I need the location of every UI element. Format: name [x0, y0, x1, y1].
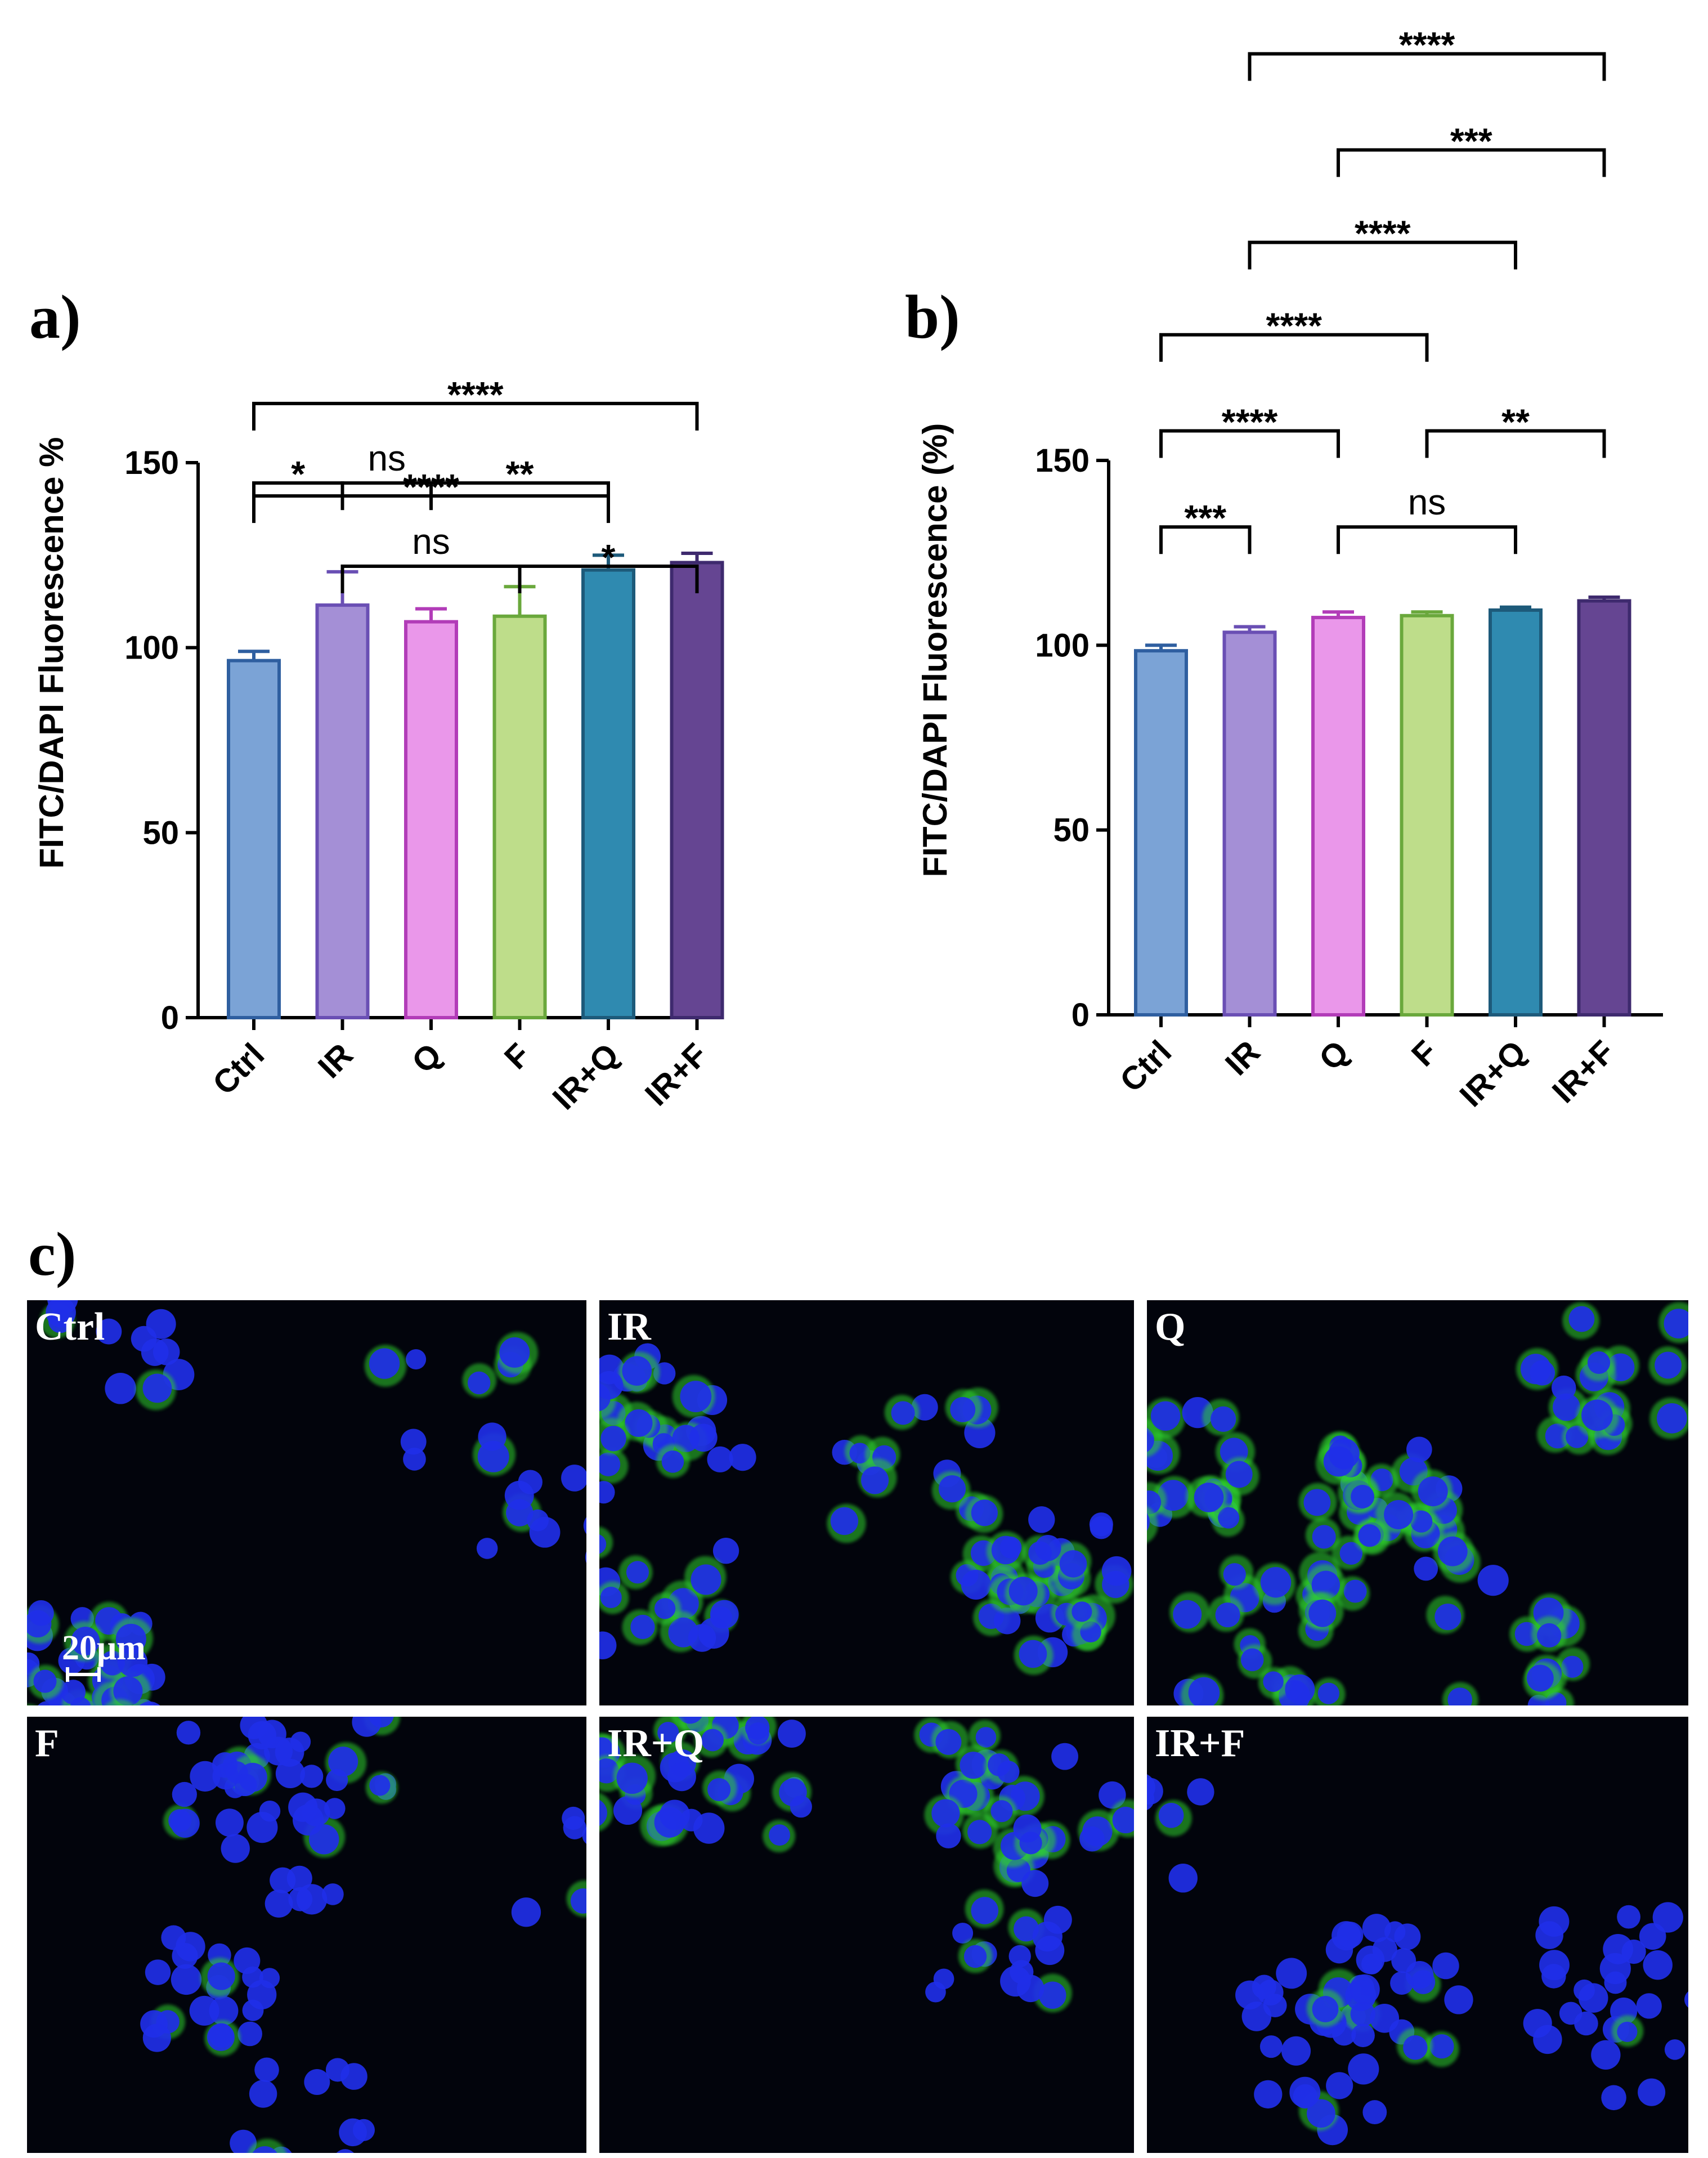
cell-cluster [599, 1343, 1133, 1675]
significance-bracket [518, 565, 699, 594]
x-tick-label: F [1405, 1033, 1445, 1073]
cell-cluster [140, 1717, 586, 2153]
significance-bracket [1159, 333, 1429, 362]
chart-b-bars [1134, 595, 1631, 1017]
scale-bar: 20μm [62, 1629, 146, 1682]
micrograph-label: F [35, 1722, 59, 1765]
micrograph-F: F [27, 1717, 586, 2153]
chart-a-ylabel: FITC/DAPI Fluorescence % [33, 437, 70, 869]
micrograph-grid: Ctrl 20μm IR Q F IR+Q IR+F [27, 1300, 1688, 2153]
x-tick-label: Q [1312, 1033, 1356, 1077]
significance-label: *** [1184, 498, 1226, 538]
x-tick-label: Ctrl [206, 1036, 272, 1102]
bar-F [1400, 614, 1454, 1017]
significance-bracket [252, 401, 699, 431]
y-tick-label: 0 [1072, 997, 1090, 1033]
x-tick-label: IR+F [1545, 1033, 1622, 1110]
y-tick-label: 150 [1035, 442, 1090, 479]
micrograph-label: IR [607, 1305, 652, 1349]
micrograph-IR+F: IR+F [1147, 1717, 1688, 2153]
cell-cluster [599, 1717, 1134, 2013]
micrograph-panel: c) Ctrl 20μm IR Q F IR+Q IR+F [27, 1220, 1688, 2153]
panel-b-letter: b) [905, 283, 960, 351]
x-tick-label: IR [1218, 1033, 1267, 1082]
bar-IR+Q [581, 568, 635, 1019]
x-tick-label: Ctrl [1113, 1033, 1179, 1099]
significance-label: * [291, 454, 305, 494]
panel-a-letter: a) [29, 283, 81, 351]
bar-Q [404, 620, 458, 1019]
significance-bracket [1248, 240, 1517, 270]
bar-F [492, 614, 547, 1019]
chart-b-significance: ******************* ***** ns [1159, 25, 1606, 554]
chart-b-ylabel: FITC/DAPI Fluorescence (%) [916, 423, 954, 877]
micrograph-label: Q [1155, 1305, 1185, 1349]
bar-IR+Q [1489, 608, 1543, 1017]
significance-label: ns [412, 521, 450, 562]
bar-IR [315, 603, 370, 1020]
significance-label: **** [1399, 25, 1455, 65]
micrograph-Ctrl: Ctrl 20μm [27, 1300, 586, 1705]
bar-IR+F [1577, 599, 1631, 1017]
significance-bracket [1159, 525, 1252, 554]
micrograph-IR: IR [599, 1300, 1134, 1705]
significance-bracket [1248, 52, 1606, 81]
panel-c-letter: c) [28, 1220, 76, 1288]
y-tick-label: 0 [161, 1000, 179, 1036]
significance-bracket [429, 481, 610, 511]
bar-IR [1222, 630, 1277, 1017]
significance-label: ns [367, 438, 406, 478]
x-tick-label: IR [311, 1036, 360, 1085]
significance-label: **** [447, 374, 504, 415]
micrograph-label: IR+Q [607, 1722, 704, 1765]
chart-a-significance: ********ns ** ns ** [252, 374, 699, 594]
scale-bar-label: 20μm [62, 1629, 146, 1667]
chart-a-bars [227, 552, 724, 1020]
x-tick-label: IR+Q [545, 1036, 626, 1117]
micrograph-IR+Q: IR+Q [599, 1717, 1134, 2153]
y-tick-label: 50 [142, 814, 179, 851]
significance-label: ** [506, 454, 534, 494]
significance-label: **** [1222, 401, 1278, 442]
significance-bracket [1337, 148, 1606, 177]
cell-cluster [1147, 1774, 1688, 2146]
significance-label: ns [1408, 482, 1446, 522]
significance-bracket [1337, 525, 1517, 554]
x-tick-label: IR+F [638, 1036, 715, 1113]
micrograph-Q: Q [1147, 1300, 1688, 1705]
x-tick-label: F [497, 1036, 537, 1076]
significance-label: *** [1450, 120, 1492, 161]
bar-IR+F [670, 561, 724, 1019]
y-tick-label: 150 [124, 445, 179, 481]
micrograph-label: Ctrl [35, 1305, 105, 1349]
significance-label: ** [1501, 401, 1530, 442]
y-tick-label: 100 [1035, 627, 1090, 664]
x-tick-label: IR+Q [1453, 1033, 1533, 1114]
significance-bracket [1159, 429, 1340, 458]
significance-bracket [340, 565, 522, 594]
y-tick-label: 100 [124, 630, 179, 666]
bar-Ctrl [227, 659, 281, 1019]
micrograph-label: IR+F [1155, 1722, 1245, 1765]
bar-Ctrl [1134, 649, 1188, 1017]
significance-bracket [1425, 429, 1606, 458]
significance-label: * [602, 537, 616, 577]
significance-label: **** [1266, 306, 1322, 346]
x-tick-label: Q [405, 1036, 449, 1080]
y-tick-label: 50 [1053, 812, 1090, 849]
significance-label: **** [1355, 213, 1411, 254]
bar-Q [1311, 616, 1365, 1017]
cell-cluster [1147, 1302, 1688, 1705]
